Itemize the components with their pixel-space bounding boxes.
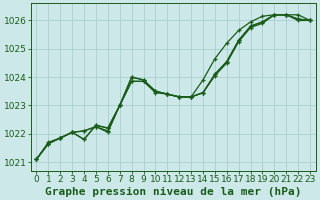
X-axis label: Graphe pression niveau de la mer (hPa): Graphe pression niveau de la mer (hPa) bbox=[45, 186, 301, 197]
